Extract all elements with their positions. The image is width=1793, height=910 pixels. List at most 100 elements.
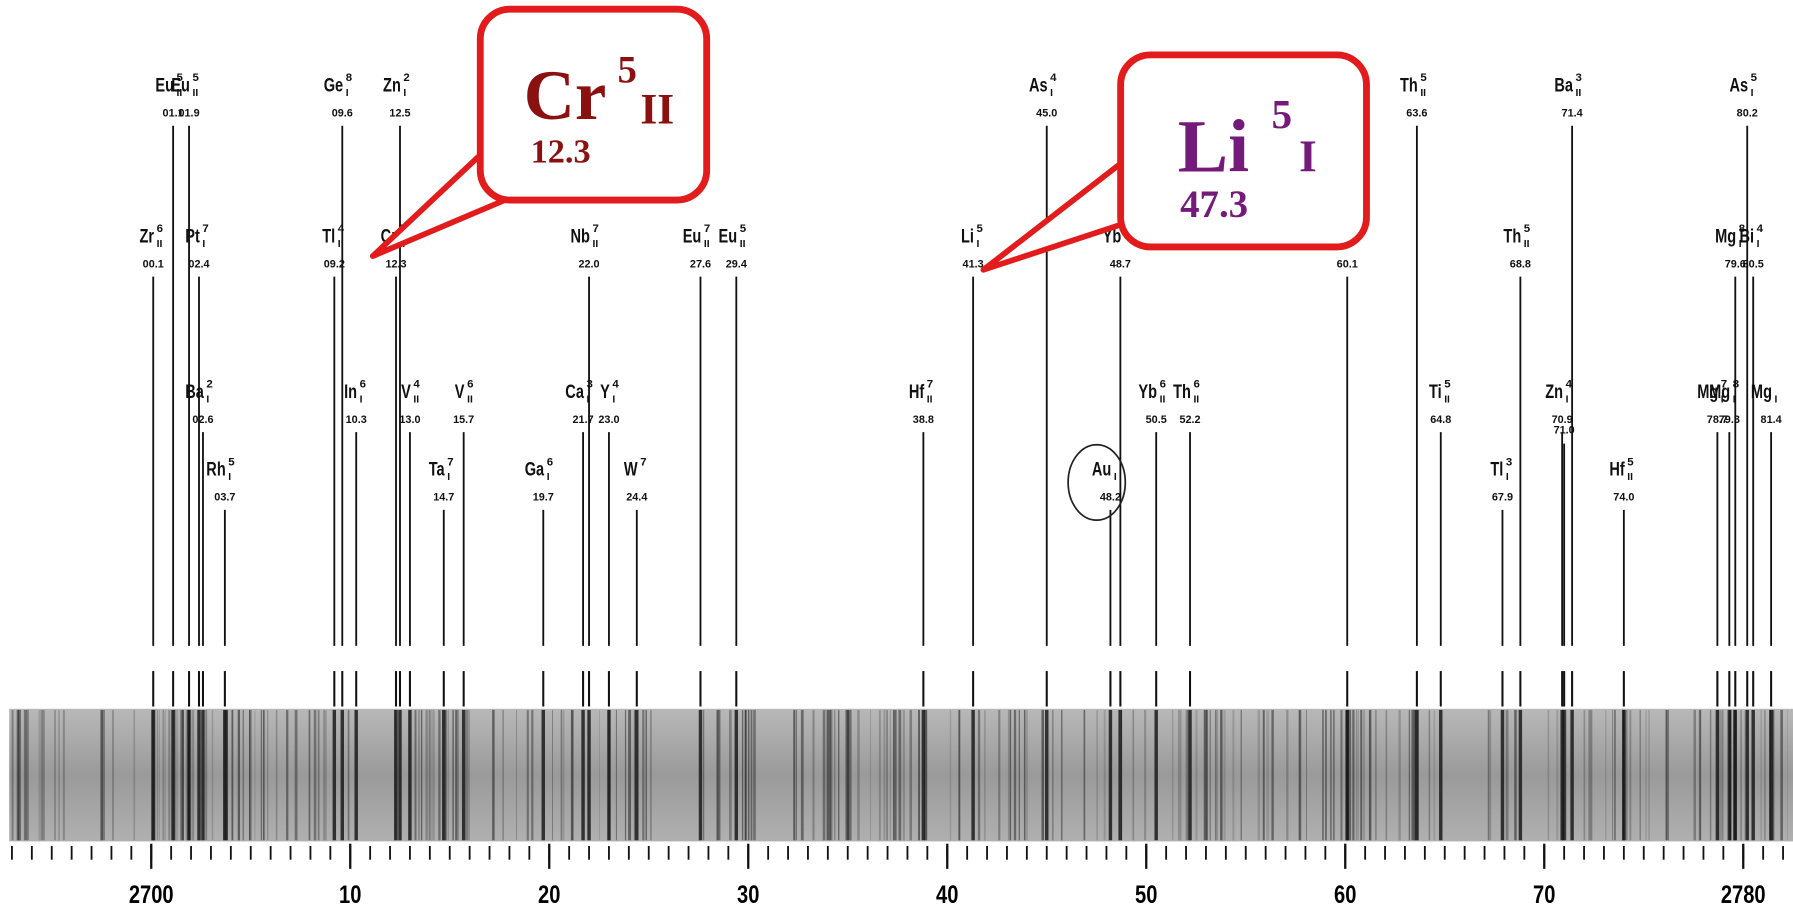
stage-label: I	[1114, 472, 1117, 483]
plate-texture	[531, 709, 534, 841]
plate-texture	[633, 709, 636, 841]
plate-texture	[323, 709, 326, 841]
plate-texture	[1024, 709, 1026, 841]
plate-texture	[1772, 709, 1775, 841]
stage-label: I	[206, 394, 209, 405]
plate-line	[698, 709, 703, 841]
plate-line	[398, 709, 402, 841]
plate-texture	[1719, 709, 1722, 841]
element-label: Ba	[185, 380, 204, 403]
plate-texture	[1220, 709, 1223, 841]
plate-texture	[225, 709, 229, 841]
element-label: Li	[961, 224, 974, 247]
intensity-label: 7	[704, 223, 710, 235]
element-label: In	[344, 380, 357, 403]
plate-texture	[1629, 709, 1632, 841]
plate-line	[1745, 709, 1749, 841]
plate-texture	[1083, 709, 1086, 841]
plate-texture	[1369, 709, 1371, 841]
callout-box	[1117, 51, 1370, 251]
element-label: Tl	[322, 224, 335, 247]
plate-texture	[822, 709, 826, 841]
intensity-label: 7	[927, 379, 933, 391]
plate-line	[151, 709, 155, 841]
element-label: Y	[600, 380, 610, 403]
plate-texture	[325, 709, 327, 841]
stage-label: II	[1420, 88, 1426, 99]
plate-texture	[870, 709, 872, 841]
plate-texture	[452, 709, 454, 841]
plate-texture	[753, 709, 756, 841]
stage-label: I	[1739, 239, 1742, 250]
plate-texture	[918, 709, 920, 841]
callout-box	[476, 5, 711, 204]
callout-li: Li 5 I 47.3	[980, 51, 1370, 273]
plate-line	[1045, 709, 1049, 841]
plate-texture	[1322, 709, 1324, 841]
plate-texture	[180, 709, 184, 841]
plate-texture	[562, 709, 565, 841]
plate-texture	[1223, 709, 1226, 841]
plate-texture	[23, 709, 26, 841]
stage-label: I	[977, 239, 980, 250]
wavelength-label: 80.2	[1737, 108, 1758, 120]
plate-texture	[438, 709, 441, 841]
plate-texture	[977, 709, 981, 841]
plate-texture	[747, 709, 750, 841]
plate-texture	[845, 709, 848, 841]
plate-line	[1751, 709, 1755, 841]
intensity-label: 4	[1566, 379, 1573, 391]
callout-cr: Cr 5 II 12.3	[369, 5, 711, 259]
plate-texture	[43, 709, 45, 841]
plate-texture	[1172, 709, 1174, 841]
plate-line	[1415, 709, 1419, 841]
element-label: W	[624, 457, 638, 480]
plate-texture	[41, 709, 44, 841]
wavelength-label: 03.7	[214, 492, 235, 504]
intensity-label: 3	[1576, 72, 1582, 84]
plate-texture	[100, 709, 104, 841]
element-label: Nb	[570, 224, 589, 247]
plate-line	[1345, 709, 1349, 841]
stage-label: II	[1160, 394, 1166, 405]
plate-texture	[205, 709, 208, 841]
intensity-label: 3	[587, 379, 593, 391]
plate-texture	[1398, 709, 1401, 841]
plate-texture	[164, 709, 166, 841]
x-tick-label: 10	[339, 880, 361, 909]
plate-texture	[313, 709, 317, 841]
x-tick-label: 2780	[1721, 880, 1766, 909]
plate-texture	[1385, 709, 1388, 841]
plate-line	[635, 709, 639, 841]
intensity-label: 8	[346, 72, 352, 84]
stage-label: I	[1751, 88, 1754, 99]
element-label: Rh	[206, 457, 225, 480]
wavelength-label: 15.7	[453, 414, 474, 426]
plate-texture	[248, 709, 252, 841]
plate-texture	[428, 709, 430, 841]
spectrum-plate	[9, 708, 1793, 842]
plate-texture	[185, 709, 189, 841]
plate-texture	[812, 709, 814, 841]
plate-texture	[38, 709, 41, 841]
plate-texture	[1433, 709, 1435, 841]
plate-texture	[465, 709, 468, 841]
plate-line	[921, 709, 926, 841]
element-label: Pt	[185, 224, 200, 247]
element-label: Tl	[1490, 457, 1503, 480]
wavelength-label: 23.0	[598, 414, 619, 426]
wavelength-label: 71.4	[1562, 108, 1583, 120]
plate-texture	[1505, 709, 1509, 841]
plate-texture	[1325, 709, 1327, 841]
intensity-label: 6	[360, 379, 366, 391]
callout-stage: I	[1299, 130, 1317, 181]
intensity-label: 5	[1751, 72, 1758, 84]
plate-line	[1108, 709, 1113, 841]
plate-texture	[17, 709, 19, 841]
plate-texture	[1721, 709, 1724, 841]
plate-texture	[795, 709, 797, 841]
wavelength-label: 63.6	[1406, 108, 1427, 120]
plate-line	[1188, 709, 1192, 841]
plate-texture	[1488, 709, 1490, 841]
stage-label: II	[1444, 394, 1450, 405]
